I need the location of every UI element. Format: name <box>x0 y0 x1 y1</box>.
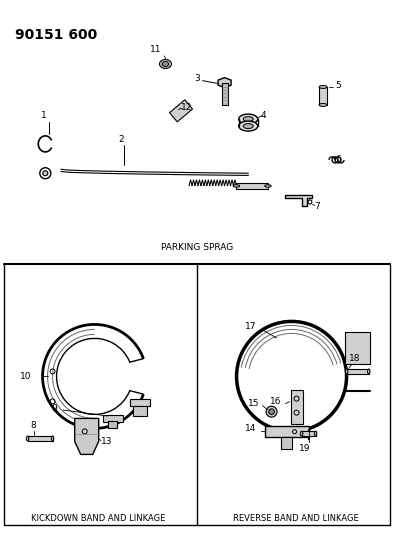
Bar <box>102 415 123 422</box>
Text: 15: 15 <box>248 399 260 408</box>
Text: PARKING SPRAG: PARKING SPRAG <box>161 243 233 252</box>
Ellipse shape <box>319 85 327 88</box>
Bar <box>130 399 150 406</box>
Ellipse shape <box>160 60 171 68</box>
Text: 12: 12 <box>181 103 193 112</box>
Text: 6: 6 <box>335 156 341 164</box>
Circle shape <box>269 409 274 415</box>
Text: 9: 9 <box>51 403 57 413</box>
Text: 3: 3 <box>194 74 200 83</box>
Text: 7: 7 <box>314 201 320 211</box>
Ellipse shape <box>265 185 271 187</box>
Ellipse shape <box>233 185 240 187</box>
Text: 8: 8 <box>31 422 37 431</box>
Bar <box>347 369 369 374</box>
Circle shape <box>40 168 51 179</box>
Text: 17: 17 <box>245 322 256 331</box>
Bar <box>236 183 268 189</box>
Circle shape <box>266 406 277 417</box>
Bar <box>28 436 52 441</box>
Text: 10: 10 <box>20 372 31 381</box>
Ellipse shape <box>162 61 169 67</box>
Polygon shape <box>169 100 193 122</box>
Text: 2: 2 <box>118 135 124 144</box>
Ellipse shape <box>26 436 29 441</box>
Polygon shape <box>75 418 98 455</box>
Bar <box>133 406 147 416</box>
Ellipse shape <box>368 369 370 374</box>
Ellipse shape <box>51 436 54 441</box>
Text: 16: 16 <box>270 397 282 406</box>
Polygon shape <box>285 195 312 206</box>
Text: 13: 13 <box>101 437 112 446</box>
Bar <box>319 87 327 105</box>
Text: 19: 19 <box>299 443 310 453</box>
Text: 11: 11 <box>150 45 162 54</box>
Text: 90151 600: 90151 600 <box>15 28 97 42</box>
Text: 18: 18 <box>349 354 361 364</box>
Ellipse shape <box>300 431 303 436</box>
Bar <box>308 429 309 439</box>
Bar <box>221 83 228 104</box>
Ellipse shape <box>243 117 253 122</box>
Ellipse shape <box>239 114 258 124</box>
Text: 1: 1 <box>41 111 47 120</box>
Bar <box>281 437 292 449</box>
Text: 4: 4 <box>260 111 266 120</box>
Polygon shape <box>218 78 231 87</box>
Bar <box>345 332 370 364</box>
Ellipse shape <box>346 369 348 374</box>
Ellipse shape <box>319 103 327 107</box>
Text: 14: 14 <box>245 424 256 433</box>
Circle shape <box>43 171 48 176</box>
Bar <box>290 390 303 424</box>
Text: REVERSE BAND AND LINKAGE: REVERSE BAND AND LINKAGE <box>232 514 359 523</box>
Text: KICKDOWN BAND AND LINKAGE: KICKDOWN BAND AND LINKAGE <box>31 514 166 523</box>
Ellipse shape <box>239 121 258 131</box>
Ellipse shape <box>314 431 317 436</box>
Bar <box>301 431 316 436</box>
Text: 5: 5 <box>335 82 341 91</box>
Ellipse shape <box>243 124 253 128</box>
Bar <box>264 426 309 437</box>
Bar <box>108 421 117 428</box>
